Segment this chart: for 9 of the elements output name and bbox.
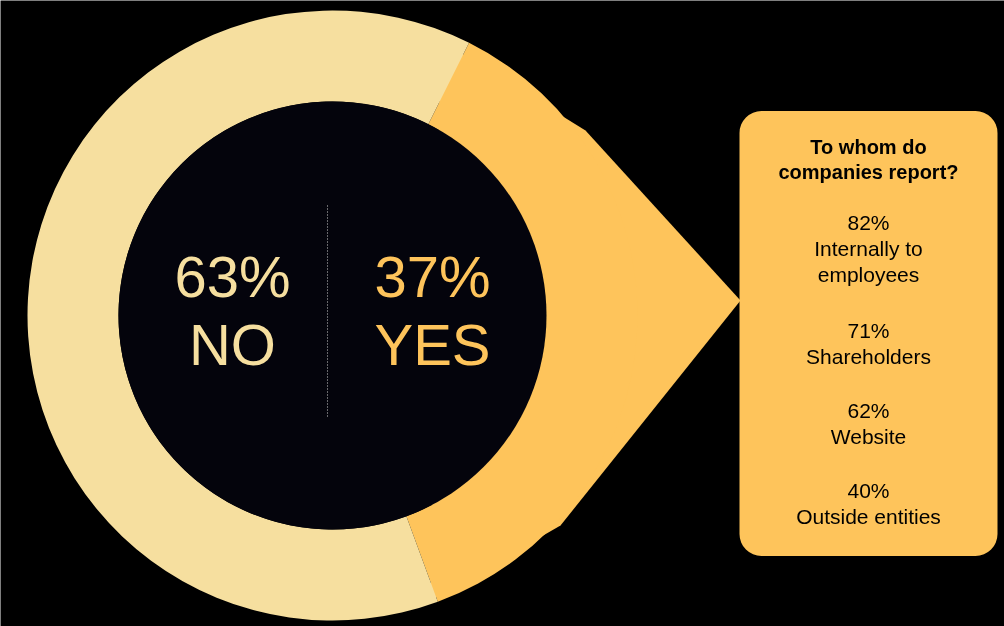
data-label: 37%	[374, 243, 491, 309]
text: To whom do companies report?	[778, 135, 959, 183]
text: 40% Outside entities	[796, 478, 941, 528]
text: 71% Shareholders	[806, 318, 931, 368]
text: 62% Website	[830, 398, 907, 448]
text: 82% Internally to employees	[814, 210, 923, 287]
slice-label: YES	[374, 312, 491, 378]
slice-label: NO	[189, 312, 276, 378]
data-label: 63%	[174, 243, 291, 309]
